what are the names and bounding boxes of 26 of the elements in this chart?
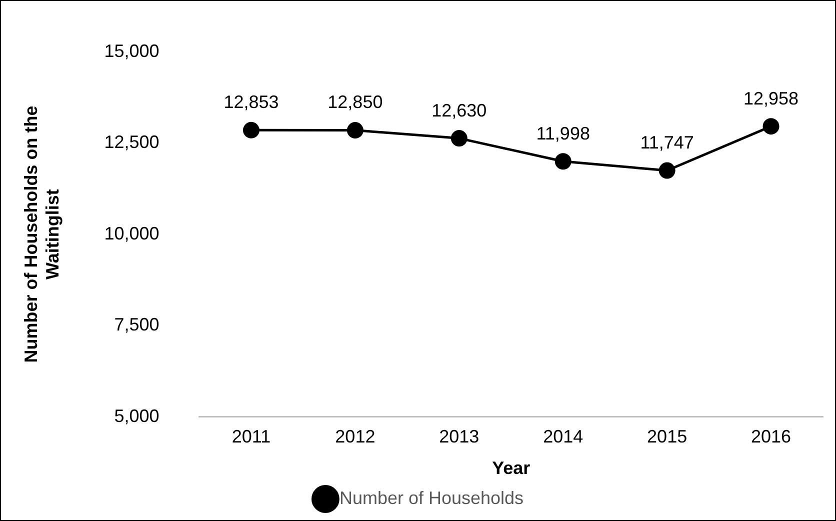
data-label: 12,850: [328, 92, 383, 112]
y-tick-label: 15,000: [104, 40, 160, 61]
data-label: 12,853: [224, 92, 279, 112]
y-tick-label: 7,500: [114, 314, 160, 335]
x-axis-title: Year: [492, 458, 530, 478]
point: [346, 122, 364, 139]
y-tick-label: 5,000: [114, 406, 160, 426]
point: [658, 162, 676, 179]
y-tick-label: 10,000: [104, 223, 160, 244]
x-tick-label: 2016: [751, 426, 792, 447]
data-label: 11,747: [640, 132, 694, 153]
x-tick-label: 2012: [335, 426, 376, 447]
y-axis-title: Number of Households on the Waitinglist: [20, 106, 62, 363]
point: [762, 118, 780, 135]
point: [554, 153, 572, 170]
data-label: 12,630: [432, 100, 487, 120]
x-tick-label: 2015: [647, 426, 688, 447]
x-tick-label: 2011: [232, 426, 271, 447]
x-tick-label: 2013: [439, 426, 480, 447]
point: [242, 122, 260, 138]
legend-label: Number of Households: [339, 488, 524, 508]
y-tick-label: 12,500: [104, 132, 160, 152]
data-label: 11,998: [536, 123, 590, 144]
x-tick-label: 2014: [543, 426, 584, 447]
point: [450, 130, 468, 147]
data-label: 12,958: [743, 88, 799, 108]
